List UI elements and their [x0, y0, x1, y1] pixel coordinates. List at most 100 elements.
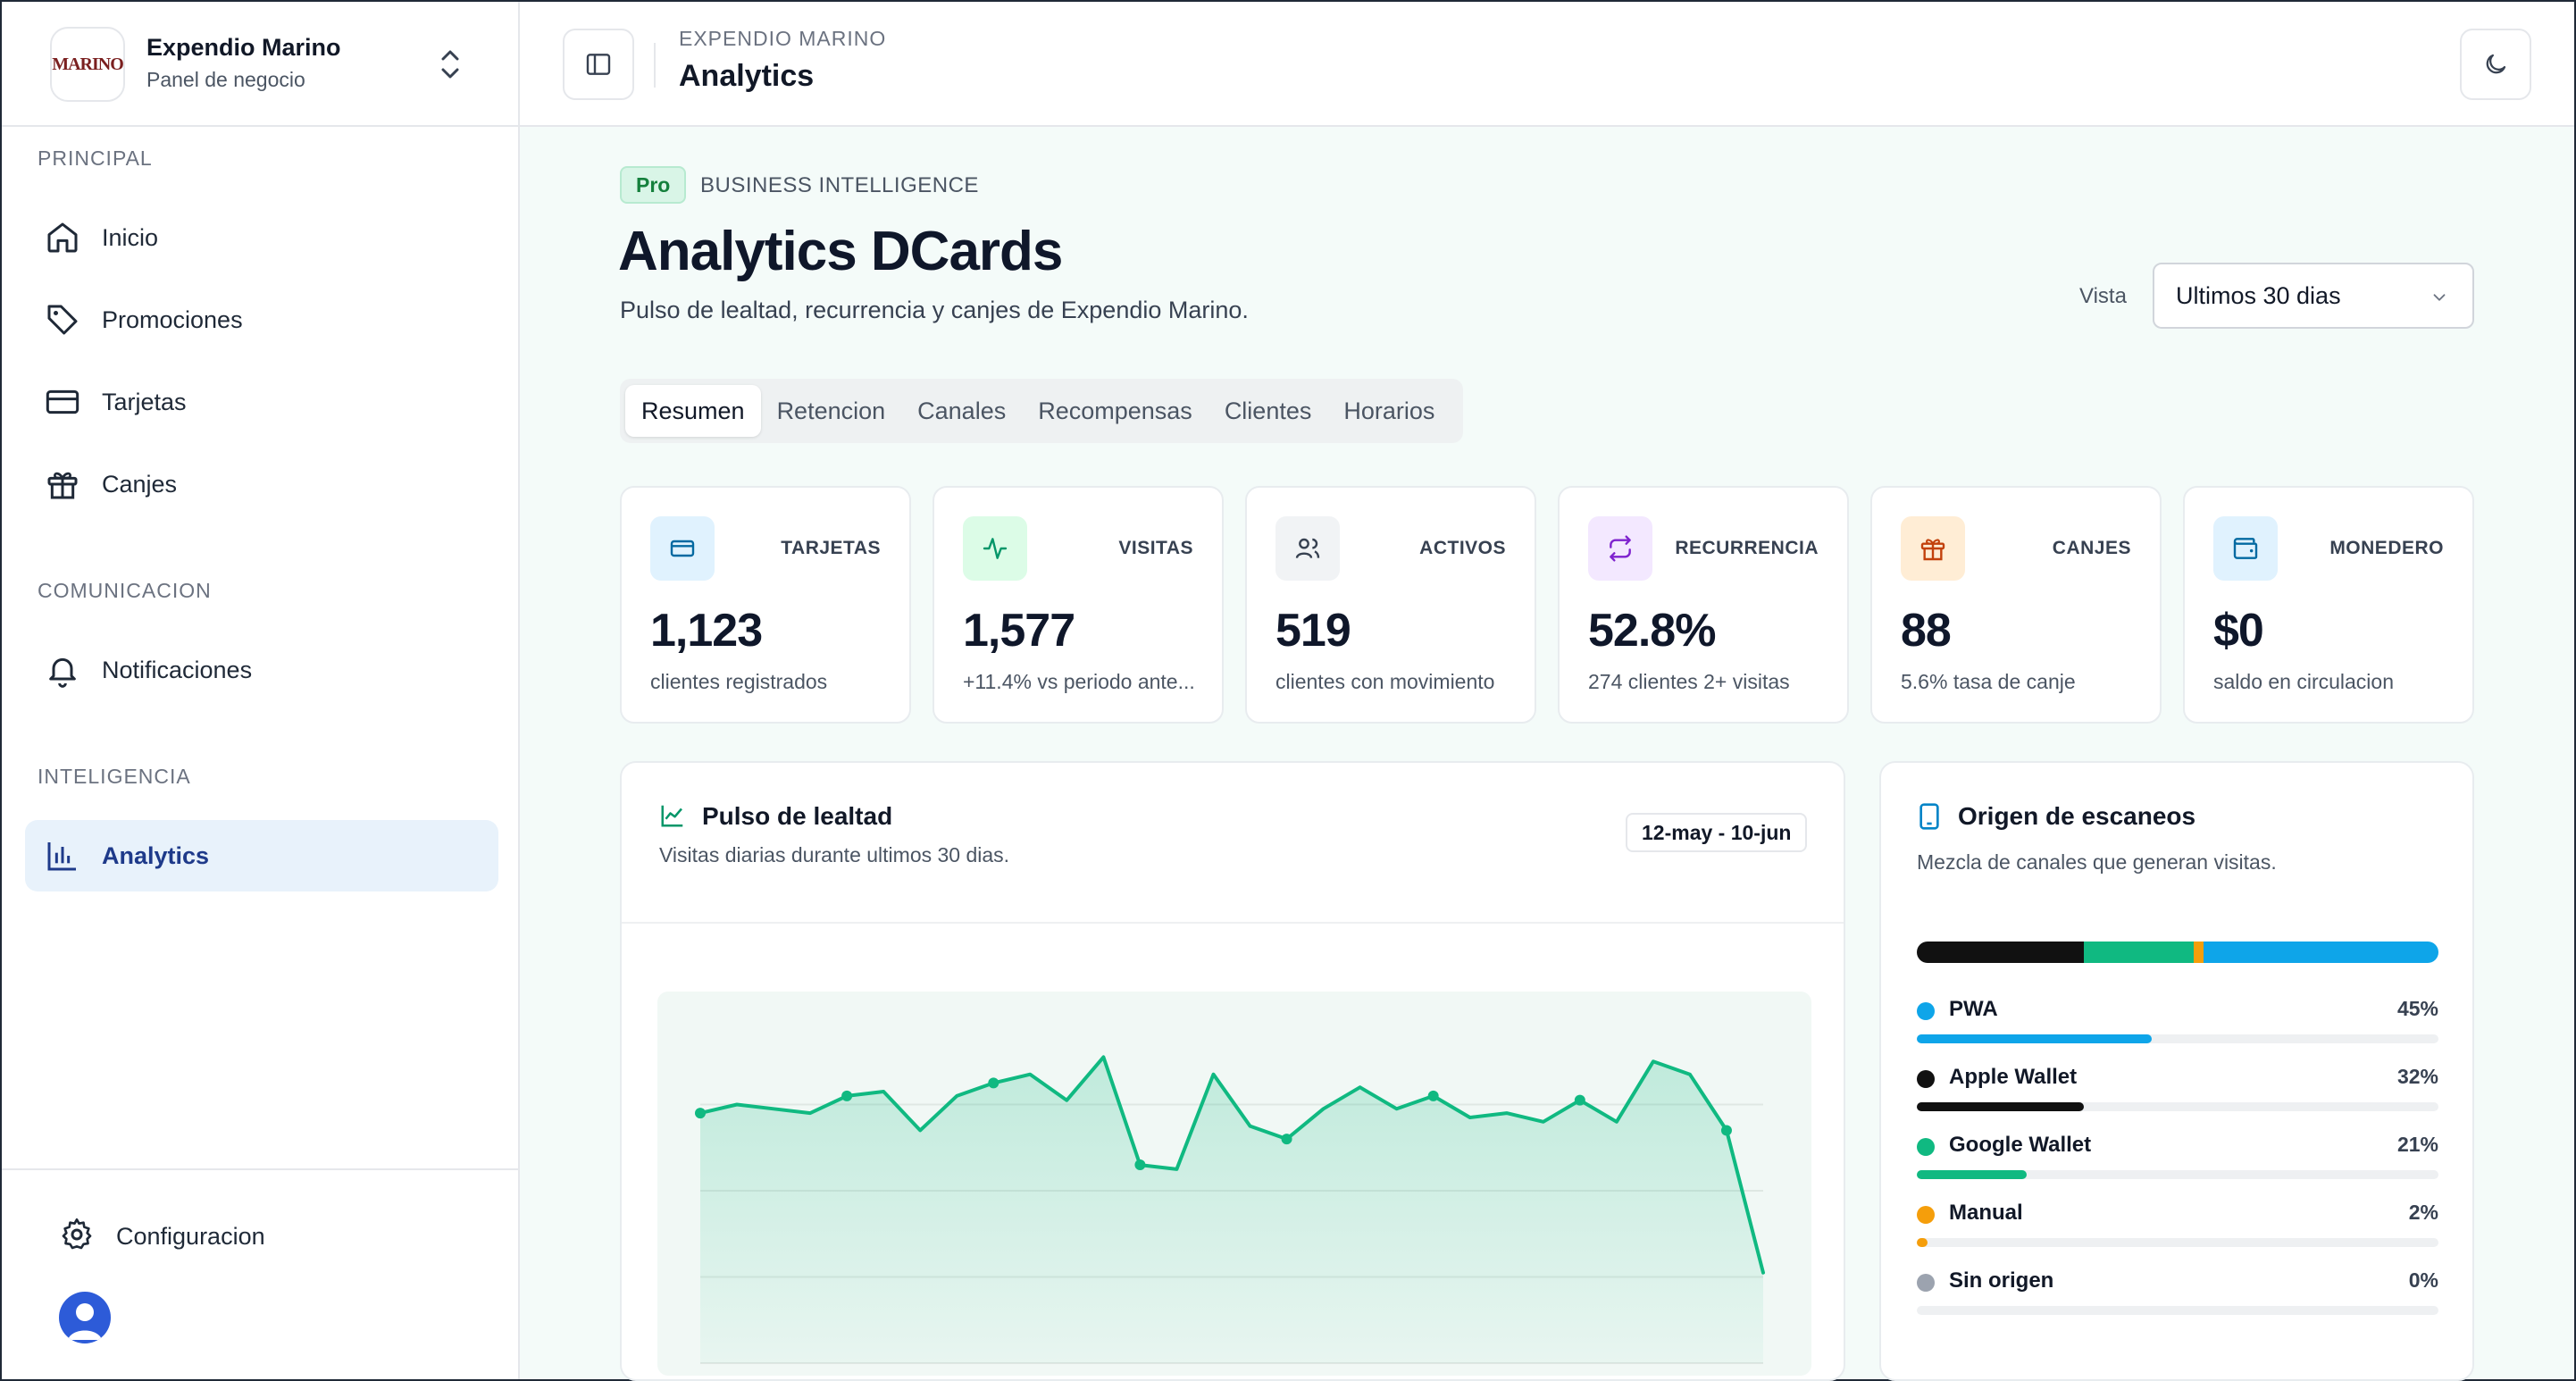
origin-row-google-wallet: Google Wallet 21%	[1917, 1133, 2438, 1186]
sidebar-toggle-button[interactable]	[563, 29, 634, 100]
sidebar-item-analytics[interactable]: Analytics	[25, 820, 498, 891]
wallet-icon	[2213, 516, 2278, 581]
origin-name: Google Wallet	[1949, 1133, 2092, 1157]
topbar: EXPENDIO MARINO Analytics	[520, 2, 2574, 127]
stat-value: 88	[1901, 605, 1952, 657]
stat-value: 1,577	[963, 605, 1075, 657]
period-select[interactable]: Ultimos 30 dias	[2153, 263, 2474, 329]
origin-name: Apple Wallet	[1949, 1065, 2078, 1089]
origin-track	[1917, 1238, 2438, 1247]
tab-horarios[interactable]: Horarios	[1343, 397, 1435, 424]
origin-row-pwa: PWA 45%	[1917, 997, 2438, 1050]
sidebar-item-canjes[interactable]: Canjes	[25, 448, 498, 520]
tab-retencion[interactable]: Retencion	[776, 397, 886, 424]
tab-resumen[interactable]: Resumen	[625, 385, 761, 437]
credit-card-icon	[650, 516, 715, 581]
topbar-title: Analytics	[679, 59, 815, 93]
users-icon	[1275, 516, 1340, 581]
activity-icon	[963, 516, 1027, 581]
stat-sub: +11.4% vs periodo ante...	[963, 670, 1195, 693]
line-chart-icon	[659, 802, 686, 833]
sidebar-item-promociones[interactable]: Promociones	[25, 284, 498, 356]
brand-name: Expendio Marino	[146, 34, 341, 61]
origin-fill	[1917, 1034, 2152, 1043]
analytics-tabs: Resumen Retencion Canales Recompensas Cl…	[620, 379, 1463, 443]
moon-icon	[2486, 54, 2506, 74]
home-icon	[45, 220, 80, 255]
brand-subtitle: Panel de negocio	[146, 68, 305, 91]
sidebar-item-notificaciones[interactable]: Notificaciones	[25, 634, 498, 706]
stat-card-tarjetas: TARJETAS 1,123 clientes registrados	[620, 486, 911, 724]
bar-chart-icon	[45, 838, 80, 874]
origin-row-manual: Manual 2%	[1917, 1201, 2438, 1254]
stat-card-visitas: VISITAS 1,577 +11.4% vs periodo ante...	[933, 486, 1224, 724]
chart-point	[841, 1090, 853, 1101]
pro-badge: Pro	[620, 166, 687, 204]
origin-fill	[1917, 1102, 2084, 1111]
section-inteligencia: INTELIGENCIA	[38, 765, 191, 788]
tab-recompensas[interactable]: Recompensas	[1038, 397, 1192, 424]
avatar[interactable]	[59, 1292, 111, 1343]
credit-card-icon	[45, 384, 80, 420]
origin-subtitle: Mezcla de canales que generan visitas.	[1917, 850, 2277, 874]
theme-toggle-button[interactable]	[2460, 29, 2531, 100]
gift-icon	[1901, 516, 1965, 581]
stat-sub: saldo en circulacion	[2213, 670, 2395, 693]
stat-label: CANJES	[2052, 538, 2131, 558]
origin-panel: Origen de escaneos Mezcla de canales que…	[1879, 761, 2474, 1381]
stat-sub: 5.6% tasa de canje	[1901, 670, 2076, 693]
gift-icon	[45, 466, 80, 502]
panel-left-icon	[586, 54, 611, 75]
sidebar-item-label: Notificaciones	[102, 656, 253, 683]
origin-track	[1917, 1306, 2438, 1315]
chart-point	[1720, 1125, 1732, 1136]
stat-label: VISITAS	[1118, 538, 1193, 558]
sidebar-item-configuracion[interactable]: Configuracion	[59, 1217, 265, 1257]
chart-point	[1427, 1090, 1439, 1101]
origin-pct: 2%	[2408, 1201, 2438, 1224]
stat-card-recurrencia: RECURRENCIA 52.8% 274 clientes 2+ visita…	[1558, 486, 1849, 724]
origin-track	[1917, 1102, 2438, 1111]
origin-row-sin-origen: Sin origen 0%	[1917, 1268, 2438, 1322]
stat-sub: clientes con movimiento	[1275, 670, 1495, 693]
stat-sub: 274 clientes 2+ visitas	[1588, 670, 1790, 693]
chart-point	[1134, 1159, 1146, 1171]
page-subtitle: Pulso de lealtad, recurrencia y canjes d…	[620, 297, 1249, 323]
origin-stacked-bar	[1917, 942, 2438, 963]
sidebar-item-inicio[interactable]: Inicio	[25, 202, 498, 273]
origin-pct: 21%	[2396, 1133, 2438, 1156]
origin-track	[1917, 1170, 2438, 1179]
stat-value: $0	[2213, 605, 2264, 657]
pulse-title: Pulso de lealtad	[702, 802, 893, 830]
chart-point	[1574, 1094, 1585, 1106]
stat-label: MONEDERO	[2329, 538, 2444, 558]
sidebar-item-label: Canjes	[102, 470, 178, 498]
sidebar-item-label: Inicio	[102, 223, 159, 251]
sidebar-item-tarjetas[interactable]: Tarjetas	[25, 366, 498, 438]
legend-dot	[1917, 1070, 1935, 1088]
legend-dot	[1917, 1206, 1935, 1224]
repeat-icon	[1588, 516, 1652, 581]
tab-clientes[interactable]: Clientes	[1224, 397, 1312, 424]
origin-name: PWA	[1949, 997, 1998, 1021]
sidebar-divider	[2, 1168, 518, 1170]
pulse-panel: Pulso de lealtad Visitas diarias durante…	[620, 761, 1845, 1381]
legend-dot	[1917, 1138, 1935, 1156]
panel-divider	[622, 922, 1844, 924]
chart-point	[988, 1077, 999, 1089]
stat-label: RECURRENCIA	[1675, 538, 1819, 558]
stat-card-monedero: MONEDERO $0 saldo en circulacion	[2183, 486, 2474, 724]
stack-segment-pwa	[2204, 942, 2438, 963]
gear-icon	[59, 1217, 95, 1257]
stat-value: 1,123	[650, 605, 763, 657]
chevrons-up-down-icon[interactable]	[434, 45, 466, 84]
stat-value: 52.8%	[1588, 605, 1716, 657]
chart-area	[657, 992, 1811, 1376]
legend-dot	[1917, 1002, 1935, 1020]
stat-card-canjes: CANJES 88 5.6% tasa de canje	[1870, 486, 2162, 724]
chart-series-line	[698, 1055, 1765, 1275]
legend-dot	[1917, 1274, 1935, 1292]
brand-switcher[interactable]: MARINO Expendio Marino Panel de negocio	[2, 2, 518, 127]
tab-canales[interactable]: Canales	[917, 397, 1007, 424]
vista-label: Vista	[2079, 284, 2127, 308]
